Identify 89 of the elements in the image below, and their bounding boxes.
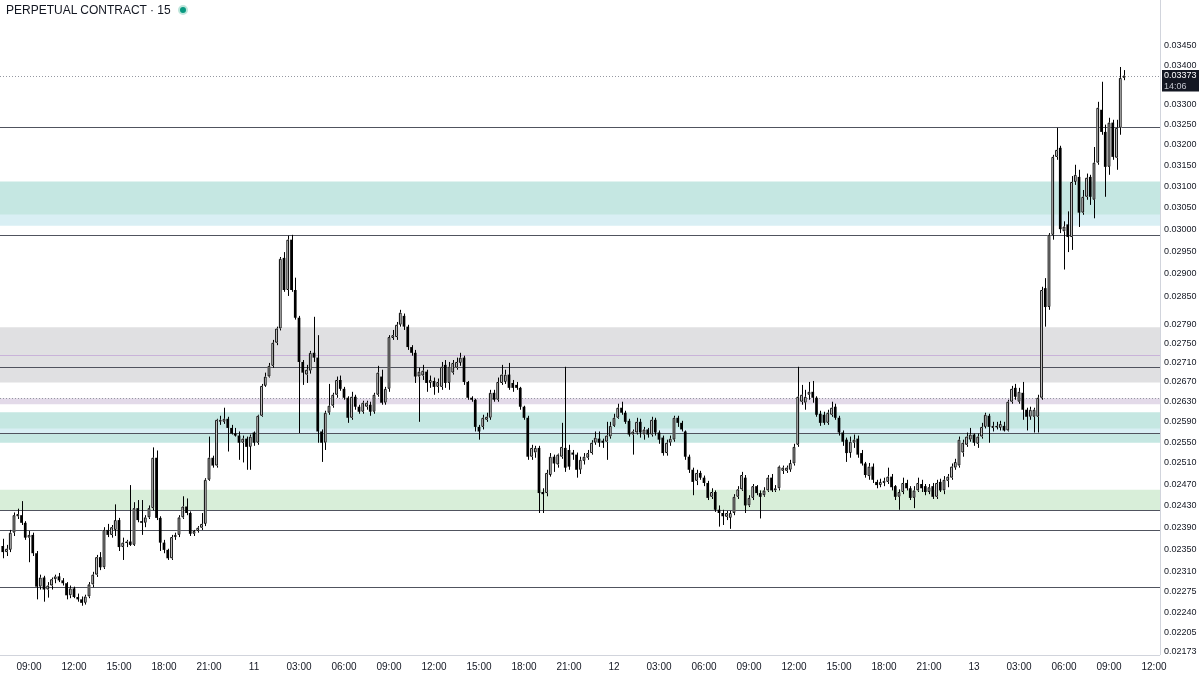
y-tick-label: 0.03300: [1164, 98, 1197, 109]
x-tick-label: 18:00: [151, 660, 177, 672]
x-tick-label: 15:00: [106, 660, 132, 672]
y-tick-label: 0.03150: [1164, 159, 1197, 170]
x-tick-label: 09:00: [736, 660, 762, 672]
y-tick-label: 0.02173: [1164, 646, 1197, 657]
y-tick-label: 0.02750: [1164, 337, 1197, 348]
candlestick: [518, 386, 522, 411]
y-tick-label: 0.03100: [1164, 180, 1197, 191]
y-tick-label: 0.03400: [1164, 59, 1197, 70]
candlestick: [447, 361, 451, 391]
y-tick-label: 0.02590: [1164, 416, 1197, 427]
x-tick-label: 09:00: [376, 660, 402, 672]
candlestick: [12, 511, 16, 537]
candlestick: [440, 361, 443, 391]
y-tick-label: 0.03000: [1164, 223, 1197, 234]
y-tick-label: 0.03250: [1164, 118, 1197, 129]
x-tick-label: 21:00: [556, 660, 582, 672]
candlestick: [563, 366, 567, 473]
y-tick-label: 0.02790: [1164, 318, 1197, 329]
x-tick-label: 15:00: [466, 660, 492, 672]
x-tick-label: 06:00: [331, 660, 357, 672]
candlestick: [1107, 117, 1111, 176]
x-tick-label: 11: [248, 660, 260, 672]
candlestick: [248, 434, 252, 471]
x-tick-label: 21:00: [196, 660, 222, 672]
y-tick-label: 0.02430: [1164, 499, 1197, 510]
x-tick-label: 13: [968, 660, 980, 672]
y-tick-label: 0.02630: [1164, 396, 1197, 407]
candlestick: [132, 501, 136, 547]
y-tick-label: 0.02850: [1164, 290, 1197, 301]
candlestick: [413, 349, 417, 384]
candlestick: [575, 452, 578, 479]
y-tick-label: 0.03050: [1164, 201, 1197, 212]
ref-line-label: 0.03373: [1164, 70, 1197, 80]
candlestick: [387, 334, 391, 393]
candlestick: [672, 415, 676, 443]
candlestick: [203, 477, 207, 527]
candlestick: [803, 389, 807, 411]
candlestick: [327, 383, 331, 416]
x-tick-label: 12:00: [1141, 660, 1167, 672]
candlestick: [425, 369, 428, 393]
candlestick: [102, 526, 106, 570]
candlestick: [207, 436, 211, 482]
candlestick: [1, 538, 5, 559]
y-tick-label: 0.02240: [1164, 606, 1197, 617]
candlestick: [286, 235, 290, 297]
x-tick-label: 09:00: [1096, 660, 1122, 672]
candlestick: [140, 499, 143, 536]
x-tick-label: 18:00: [871, 660, 897, 672]
y-tick-label: 0.02710: [1164, 356, 1197, 367]
x-tick-label: 06:00: [1051, 660, 1077, 672]
y-tick-label: 0.02350: [1164, 543, 1197, 554]
candlestick: [706, 480, 710, 501]
y-tick-label: 0.02950: [1164, 245, 1197, 256]
candlestick: [758, 489, 762, 519]
chart-title: PERPETUAL CONTRACT · 15: [6, 3, 171, 17]
y-tick-label: 0.02670: [1164, 376, 1197, 387]
y-tick-label: 0.02205: [1164, 627, 1197, 638]
candlestick: [848, 436, 852, 459]
x-tick-label: 12:00: [421, 660, 447, 672]
candlestick: [443, 359, 447, 389]
x-tick-label: 03:00: [646, 660, 672, 672]
x-tick-label: 06:00: [691, 660, 717, 672]
x-tick-label: 12:00: [61, 660, 87, 672]
y-tick-label: 0.03450: [1164, 40, 1197, 51]
candlestick: [8, 529, 12, 553]
candlestick: [241, 435, 245, 463]
x-tick-label: 15:00: [826, 660, 852, 672]
y-tick-label: 0.02900: [1164, 268, 1197, 279]
x-tick-label: 12: [608, 660, 620, 672]
x-tick-label: 18:00: [511, 660, 537, 672]
y-tick-label: 0.02470: [1164, 478, 1197, 489]
y-tick-label: 0.03200: [1164, 139, 1197, 150]
x-tick-label: 09:00: [16, 660, 42, 672]
y-tick-label: 0.02390: [1164, 521, 1197, 532]
candlestick: [1070, 175, 1073, 251]
text: 14:06: [1164, 81, 1187, 91]
candlestick: [732, 493, 736, 516]
x-tick-label: 21:00: [916, 660, 942, 672]
y-tick-label: 0.02275: [1164, 586, 1197, 597]
candlestick: [245, 436, 248, 471]
y-tick-label: 0.02310: [1164, 566, 1197, 577]
candlestick: [350, 391, 353, 421]
x-tick-label: 12:00: [781, 660, 807, 672]
x-tick-label: 03:00: [286, 660, 312, 672]
y-tick-label: 0.02550: [1164, 436, 1197, 447]
y-tick-label: 0.02510: [1164, 457, 1197, 468]
x-tick-label: 03:00: [1006, 660, 1032, 672]
